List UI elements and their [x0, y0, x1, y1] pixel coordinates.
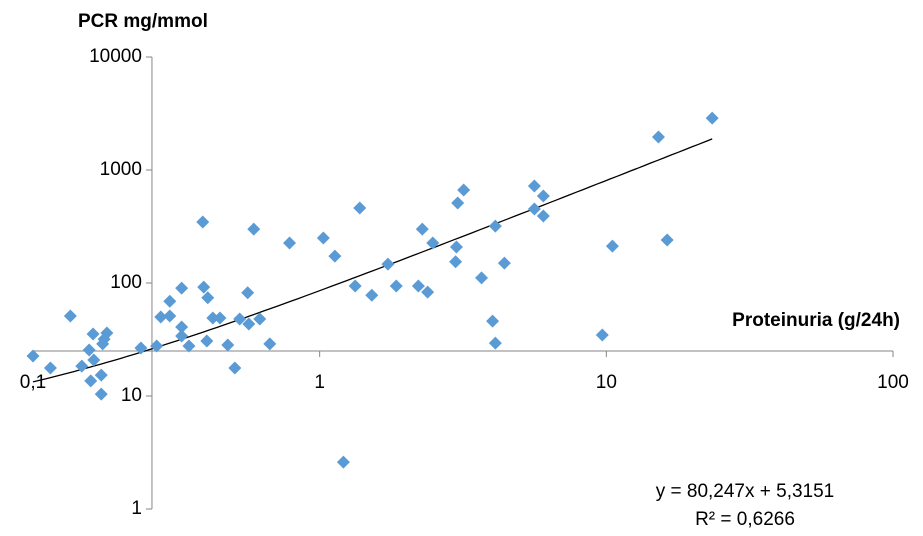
- point: [163, 309, 177, 323]
- point: [241, 286, 255, 300]
- point: [451, 196, 465, 210]
- point: [175, 320, 189, 334]
- y-axis-title: PCR mg/mmol: [78, 11, 208, 32]
- point: [233, 312, 247, 326]
- point: [527, 202, 541, 216]
- point: [536, 209, 550, 223]
- point: [660, 233, 674, 247]
- point: [449, 255, 463, 269]
- point: [421, 285, 435, 299]
- point: [411, 279, 425, 293]
- point: [488, 336, 502, 350]
- point: [247, 222, 261, 236]
- point: [449, 240, 463, 254]
- y-tick-label: 10: [121, 385, 142, 406]
- point: [328, 249, 342, 263]
- point: [213, 311, 227, 325]
- point: [242, 317, 256, 331]
- point: [253, 312, 267, 326]
- point: [381, 257, 395, 271]
- trend-equation: y = 80,247x + 5,3151: [656, 481, 835, 502]
- point: [82, 343, 96, 357]
- point: [201, 291, 215, 305]
- point: [200, 334, 214, 348]
- x-tick-label: 10: [596, 372, 617, 393]
- point: [527, 179, 541, 193]
- x-tick-label: 0,1: [20, 372, 46, 393]
- point: [457, 183, 471, 197]
- point: [175, 329, 189, 343]
- point: [353, 201, 367, 215]
- point: [197, 280, 211, 294]
- point: [426, 236, 440, 250]
- point: [94, 387, 108, 401]
- point: [163, 294, 177, 308]
- point: [182, 339, 196, 353]
- point: [87, 353, 101, 367]
- point: [705, 111, 719, 125]
- point: [651, 130, 665, 144]
- point: [488, 219, 502, 233]
- point: [134, 341, 148, 355]
- point: [263, 337, 277, 351]
- point: [196, 215, 210, 229]
- point: [365, 288, 379, 302]
- trendline: [32, 138, 713, 383]
- y-tick-label: 1: [131, 498, 142, 519]
- point: [605, 239, 619, 253]
- x-axis-title: Proteinuria (g/24h): [732, 310, 900, 331]
- y-tick-label: 100: [110, 272, 142, 293]
- point: [389, 279, 403, 293]
- x-tick-label: 100: [877, 372, 909, 393]
- point: [348, 279, 362, 293]
- y-tick-label: 10000: [89, 46, 142, 67]
- point: [415, 222, 429, 236]
- point: [316, 231, 330, 245]
- point: [26, 349, 40, 363]
- trend-r2: R² = 0,6266: [695, 509, 795, 530]
- point: [475, 271, 489, 285]
- point: [43, 361, 57, 375]
- point: [100, 326, 114, 340]
- point: [228, 361, 242, 375]
- point: [150, 339, 164, 353]
- point: [206, 311, 220, 325]
- point: [154, 310, 168, 324]
- point: [75, 359, 89, 373]
- point: [336, 455, 350, 469]
- point: [486, 314, 500, 328]
- point: [84, 374, 98, 388]
- point: [536, 189, 550, 203]
- point: [86, 327, 100, 341]
- point: [497, 256, 511, 270]
- point: [221, 338, 235, 352]
- point: [175, 281, 189, 295]
- point: [63, 309, 77, 323]
- point: [283, 236, 297, 250]
- point: [595, 328, 609, 342]
- y-tick-label: 1000: [100, 159, 142, 180]
- point: [94, 368, 108, 382]
- x-tick-label: 1: [314, 372, 325, 393]
